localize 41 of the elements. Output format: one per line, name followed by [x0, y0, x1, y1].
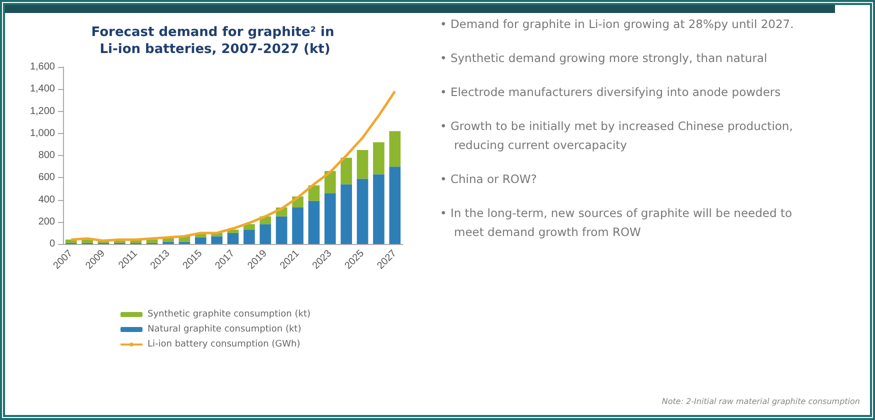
text: • Demand for graphite in Li-ion growing at 28%py until 2027. [440, 16, 795, 33]
bar [244, 230, 255, 244]
bar [276, 216, 288, 244]
y-tick-label: 1,200 [30, 106, 56, 117]
legend-label: Li-ion battery consumption (GWh) [147, 340, 300, 350]
y-tick-label: 600 [38, 172, 56, 184]
chart-title: Forecast demand for graphite² in Li-ion batteries, 2007-2027 (kt) [91, 25, 339, 57]
bar [340, 158, 352, 184]
line-series [70, 90, 396, 242]
bar [260, 224, 272, 244]
text: Note: 2-Initial raw material graphite consumption [662, 397, 860, 406]
legend-label: Natural graphite consumption (kt) [147, 324, 302, 334]
y-tick-label: 1,600 [30, 62, 56, 72]
bar [211, 236, 222, 244]
bar [308, 185, 320, 201]
y-tick-label: 0 [49, 238, 56, 250]
bar [194, 237, 206, 244]
bar [340, 184, 352, 244]
text: • In the long-term, new sources of graphite will be needed to meet demand growth from ROW [440, 205, 793, 241]
text: • Electrode manufacturers diversifying into anode powders [440, 84, 782, 101]
bar [146, 240, 158, 243]
bar [324, 170, 336, 194]
y-tick-label: 200 [38, 216, 56, 228]
y-tick-label: 1,400 [30, 84, 56, 95]
bar [389, 166, 401, 244]
bar [356, 178, 368, 244]
bar [227, 232, 239, 244]
text: • Synthetic demand growing more strongly, than natural [440, 50, 768, 67]
bar [389, 131, 401, 167]
text: • Growth to be initially met by increased Chinese production, reducing current overcapacity [440, 118, 794, 154]
text: • China or ROW? [440, 171, 538, 188]
bar [308, 200, 320, 244]
legend-label: Synthetic graphite consumption (kt) [147, 310, 311, 320]
bar [373, 142, 384, 174]
bar [292, 207, 304, 244]
y-tick-label: 1,000 [30, 128, 56, 139]
bar [324, 193, 336, 244]
bar [373, 174, 384, 244]
y-tick-label: 800 [38, 150, 56, 161]
y-tick-label: 400 [38, 194, 56, 206]
bar [356, 150, 368, 179]
